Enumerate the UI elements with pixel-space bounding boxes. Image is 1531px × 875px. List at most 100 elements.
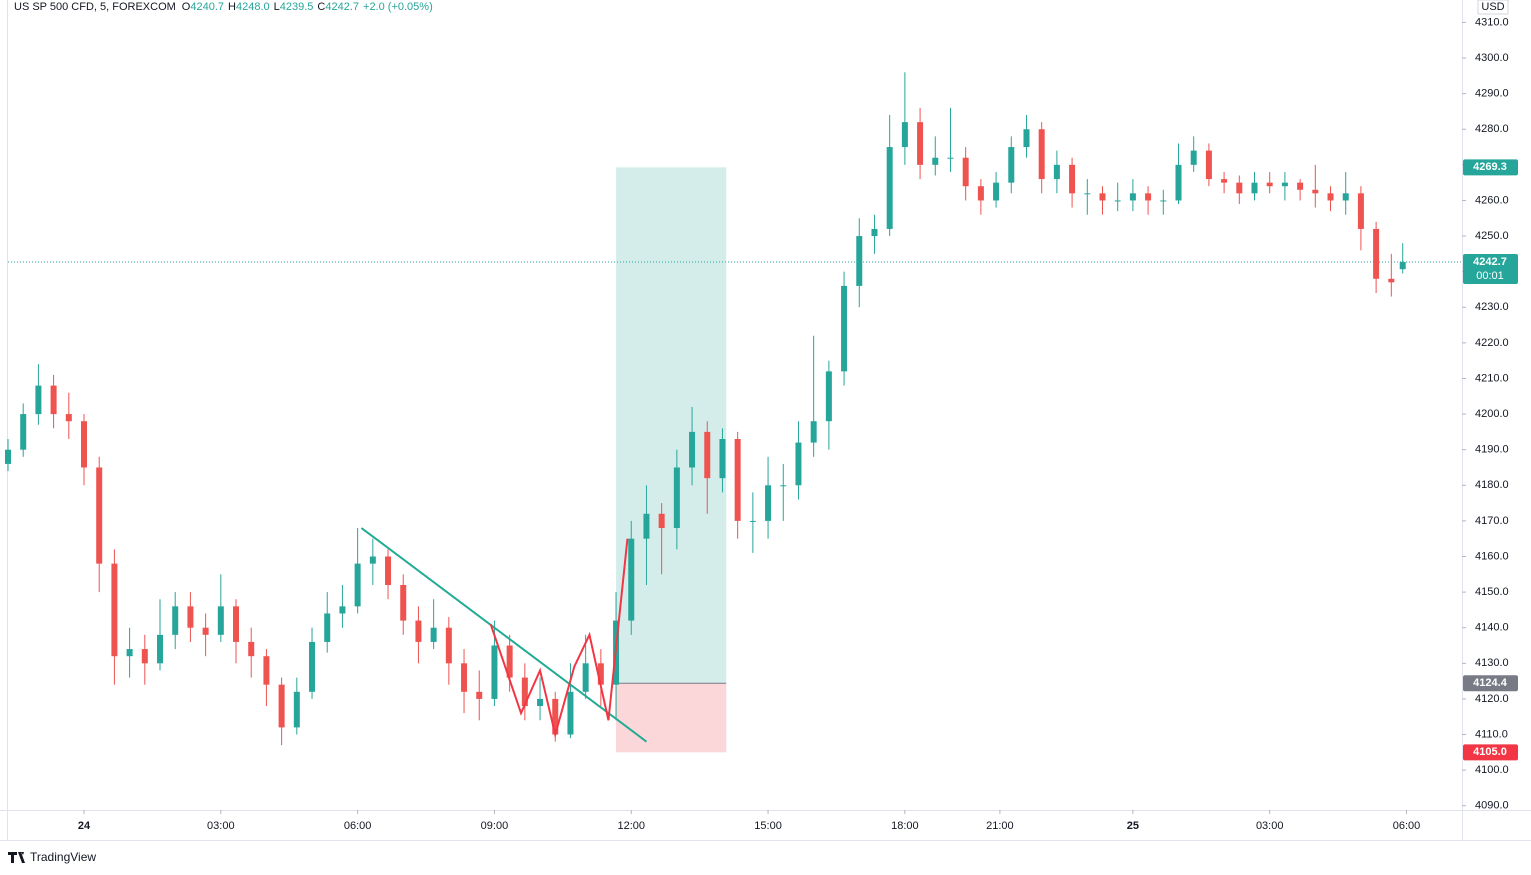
y-tick-label: 4290.0 [1475,88,1509,100]
candle-body [567,691,574,735]
y-tick-label: 4160.0 [1475,550,1509,562]
price-tag [1463,675,1518,692]
candle-body [1038,129,1045,180]
x-tick-label: 12:00 [617,820,645,832]
candle-body [841,285,848,372]
legend-value: 4239.5 [280,1,314,13]
candle-body [217,606,224,635]
candle-body [628,538,635,621]
y-tick-label: 4210.0 [1475,372,1509,384]
y-tick-label: 4170.0 [1475,515,1509,527]
candle-body [1251,182,1258,194]
legend-key: L [274,1,280,13]
candle-body [1312,189,1319,194]
candle-body [1357,193,1364,229]
candle-body [658,513,665,529]
candle-body [1281,182,1288,187]
candle-body [111,563,118,657]
candle-body [506,645,513,678]
legend-key: H [228,1,236,13]
y-tick-label: 4250.0 [1475,230,1509,242]
candle-body [871,228,878,237]
y-tick-label: 4120.0 [1475,693,1509,705]
logo: TradingView [8,850,96,864]
y-tick-label: 4190.0 [1475,444,1509,456]
candle-body [977,186,984,201]
brand: TradingView [30,850,96,864]
y-tick-label: 4110.0 [1475,728,1508,740]
candle-body [35,385,42,415]
candle-body [947,157,954,159]
candle-body [689,431,696,468]
candle-body [248,641,255,657]
x-tick-label: 03:00 [1256,820,1284,832]
price-tag-label: 4242.7 [1473,256,1507,268]
candle-body [187,606,194,628]
candle-body [400,584,407,621]
candle-body [780,485,787,487]
candle-body [263,656,270,685]
price-tag-label: 4105.0 [1473,746,1507,758]
candle-body [1327,193,1334,201]
trendline [360,527,648,743]
candle-body [293,691,300,728]
x-tick-label: 15:00 [754,820,782,832]
candle-body [1129,193,1136,201]
candle-body [430,627,437,642]
candle-body [339,606,346,614]
currency: USD [1481,1,1504,13]
candle-body [369,556,376,564]
candle-body [202,627,209,635]
candle-body [1236,182,1243,194]
y-tick-label: 4300.0 [1475,52,1509,64]
candle-body [856,236,863,286]
candle-body [1084,193,1091,195]
candle-body [491,645,498,699]
candle-body [1399,262,1406,270]
candle-body [1069,164,1076,194]
candle-body [1114,200,1121,202]
candle-body [1373,228,1380,279]
y-tick-label: 4280.0 [1475,123,1509,135]
legend-value: 4248.0 [236,1,270,13]
candle-body [734,439,741,521]
candle-body [1266,182,1273,187]
y-tick-label: 4100.0 [1475,764,1509,776]
candle-body [917,122,924,165]
legend-change: +2.0 (+0.05%) [363,1,433,13]
y-tick-label: 4220.0 [1475,337,1509,349]
candle-body [278,684,285,728]
y-tick-label: 4140.0 [1475,622,1509,634]
header: US SP 500 CFD, 5, FOREXCOM O 4240.7 H 4248.… [14,1,433,13]
y-tick-label: 4150.0 [1475,586,1509,598]
countdown: 00:01 [1476,270,1504,282]
x-tick-label: 24 [78,820,91,832]
candle-body [765,485,772,521]
candle-body [1342,193,1349,201]
candle-body [141,649,148,664]
candle-body [415,620,422,642]
candle-body [461,663,468,692]
plot [5,72,1462,753]
pattern [489,538,629,739]
candle-body [1190,150,1197,165]
candle-body [704,431,711,479]
legend-key: C [317,1,325,13]
y-tick-label: 4180.0 [1475,479,1509,491]
candle-body [810,421,817,443]
price-tag-label: 4269.3 [1473,161,1507,173]
y-tick-label: 4130.0 [1475,657,1509,669]
candle-body [1099,193,1106,201]
x-tick-label: 03:00 [207,820,235,832]
candle-body [993,182,1000,201]
candle-body [719,439,726,479]
x-tick-label: 25 [1127,820,1139,832]
price-tag-label: 4124.4 [1473,677,1508,689]
y-tick-label: 4310.0 [1475,16,1509,28]
candle-body [537,698,544,707]
candle-body [445,627,452,664]
candle-body [1160,200,1167,202]
candle-body [901,122,908,148]
